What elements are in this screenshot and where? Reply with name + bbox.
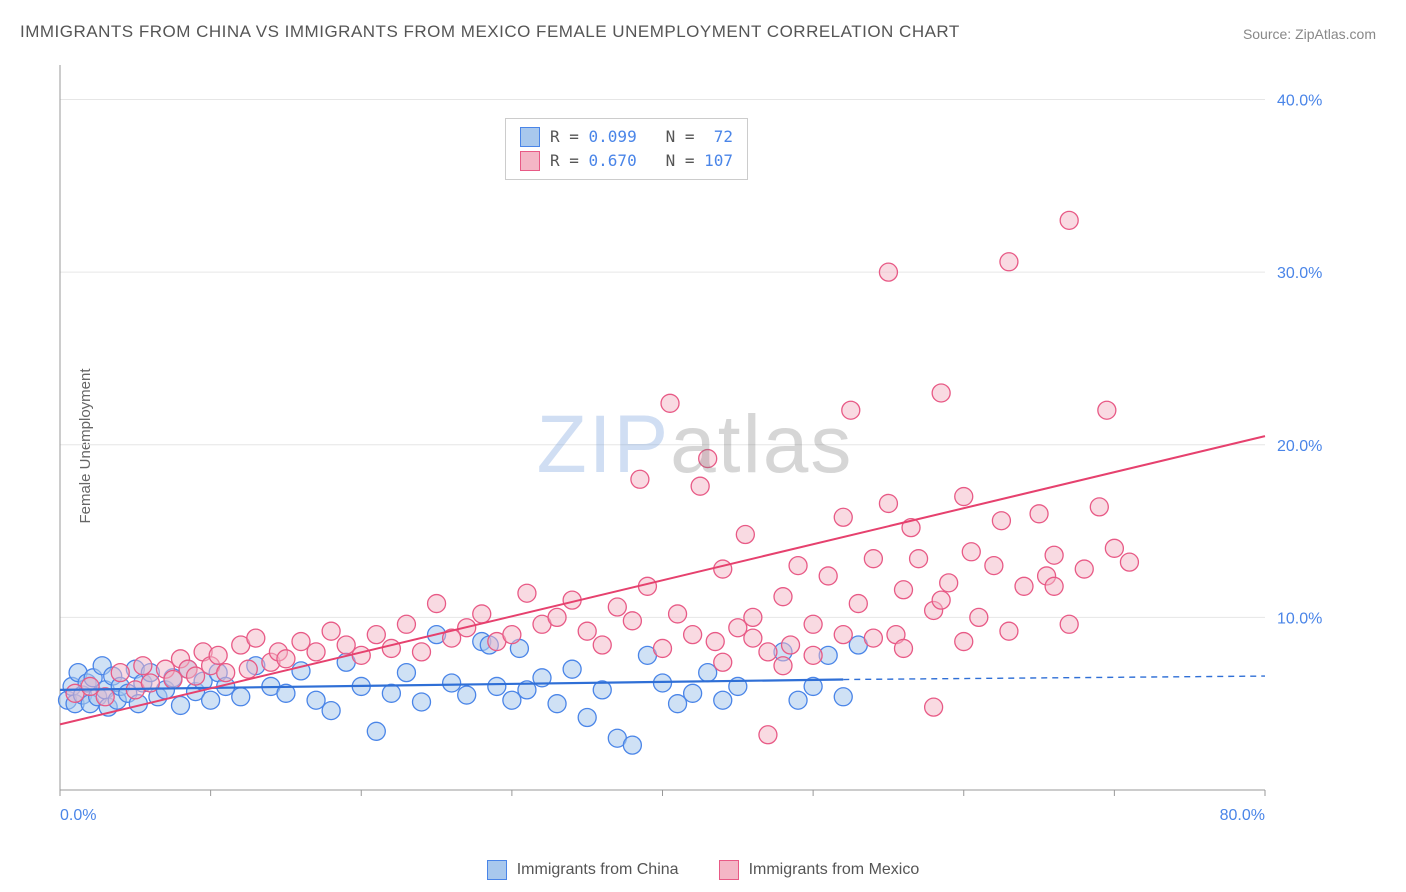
legend-swatch bbox=[520, 127, 540, 147]
legend-stats: R = 0.670 N = 107 bbox=[550, 149, 733, 173]
svg-text:20.0%: 20.0% bbox=[1277, 438, 1322, 455]
svg-text:80.0%: 80.0% bbox=[1220, 807, 1265, 824]
svg-text:10.0%: 10.0% bbox=[1277, 610, 1322, 627]
series-legend-item: Immigrants from China bbox=[487, 860, 679, 880]
legend-row: R = 0.670 N = 107 bbox=[520, 149, 733, 173]
plot-area: ZIPatlas 10.0%20.0%30.0%40.0%0.0%80.0% R… bbox=[55, 60, 1335, 830]
svg-text:40.0%: 40.0% bbox=[1277, 93, 1322, 110]
svg-text:30.0%: 30.0% bbox=[1277, 265, 1322, 282]
svg-text:0.0%: 0.0% bbox=[60, 807, 96, 824]
legend-label: Immigrants from China bbox=[517, 861, 679, 879]
chart-title: IMMIGRANTS FROM CHINA VS IMMIGRANTS FROM… bbox=[20, 22, 960, 42]
series-legend-item: Immigrants from Mexico bbox=[719, 860, 920, 880]
legend-stats: R = 0.099 N = 72 bbox=[550, 125, 733, 149]
legend-label: Immigrants from Mexico bbox=[749, 861, 920, 879]
source-label: Source: ZipAtlas.com bbox=[1243, 26, 1376, 42]
correlation-legend: R = 0.099 N = 72R = 0.670 N = 107 bbox=[505, 118, 748, 180]
series-legend: Immigrants from China Immigrants from Mex… bbox=[0, 860, 1406, 880]
legend-swatch bbox=[520, 151, 540, 171]
legend-row: R = 0.099 N = 72 bbox=[520, 125, 733, 149]
legend-swatch bbox=[487, 860, 507, 880]
legend-swatch bbox=[719, 860, 739, 880]
